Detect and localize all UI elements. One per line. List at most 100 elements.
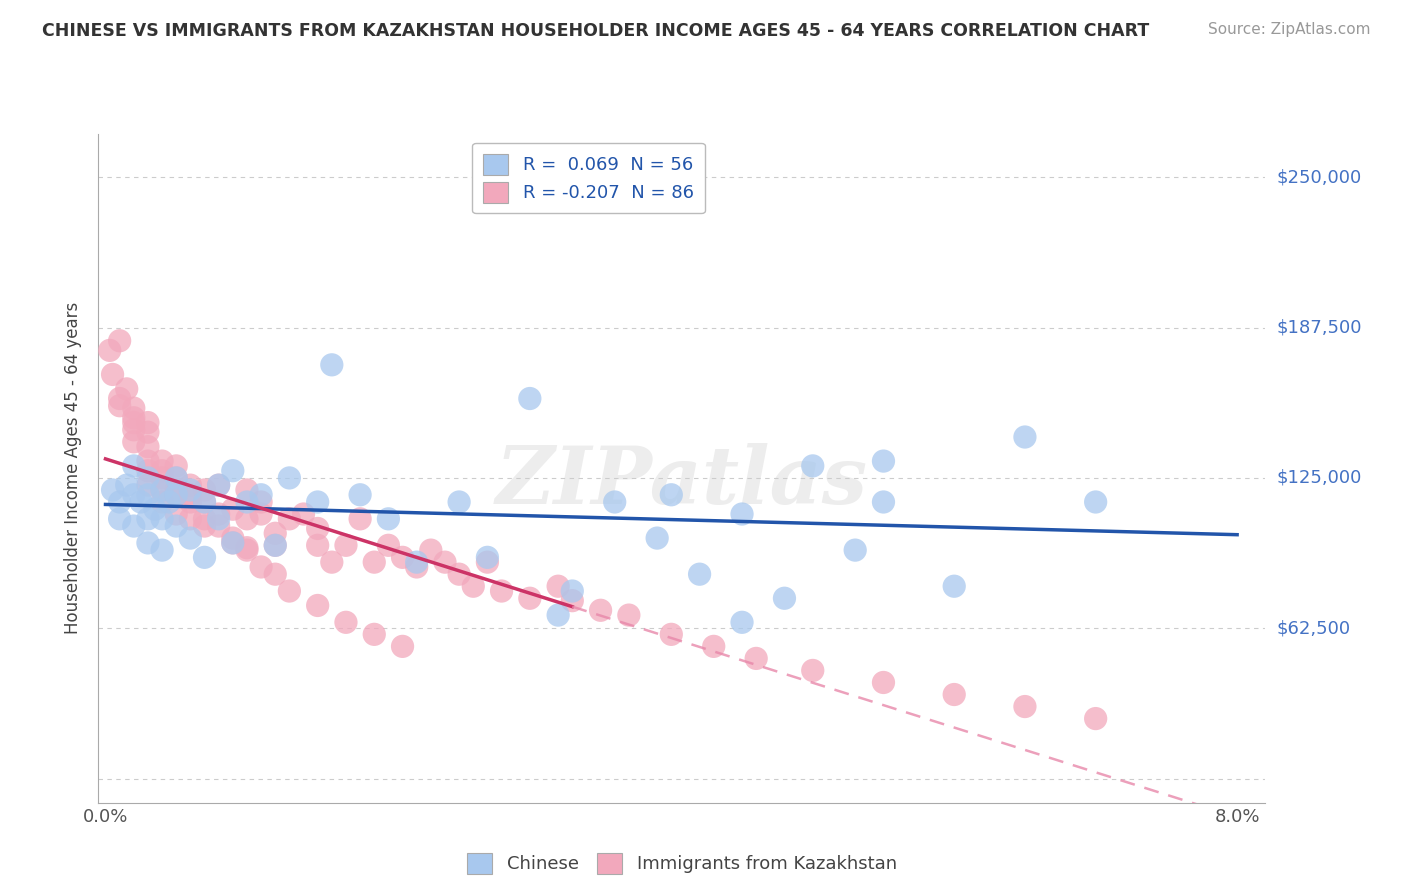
- Point: [731, 507, 754, 521]
- Point: [222, 464, 245, 478]
- Point: [405, 560, 427, 574]
- Point: [363, 555, 385, 569]
- Point: [122, 434, 145, 449]
- Point: [193, 495, 215, 509]
- Point: [264, 567, 287, 582]
- Point: [547, 608, 569, 623]
- Point: [98, 343, 121, 358]
- Point: [419, 543, 441, 558]
- Point: [236, 495, 259, 509]
- Point: [872, 454, 894, 468]
- Point: [136, 471, 159, 485]
- Point: [943, 688, 966, 702]
- Point: [449, 495, 471, 509]
- Text: $125,000: $125,000: [1277, 469, 1362, 487]
- Point: [150, 512, 173, 526]
- Point: [115, 478, 138, 492]
- Point: [307, 538, 329, 552]
- Point: [491, 584, 513, 599]
- Point: [179, 531, 201, 545]
- Point: [349, 512, 371, 526]
- Point: [122, 488, 145, 502]
- Text: $250,000: $250,000: [1277, 168, 1362, 186]
- Point: [222, 536, 245, 550]
- Point: [449, 567, 471, 582]
- Point: [335, 538, 357, 552]
- Point: [136, 416, 159, 430]
- Point: [689, 567, 711, 582]
- Text: Source: ZipAtlas.com: Source: ZipAtlas.com: [1208, 22, 1371, 37]
- Point: [222, 531, 245, 545]
- Point: [136, 425, 159, 440]
- Point: [1014, 430, 1036, 444]
- Point: [391, 550, 413, 565]
- Point: [703, 640, 725, 654]
- Point: [659, 488, 682, 502]
- Point: [165, 458, 187, 473]
- Point: [122, 410, 145, 425]
- Point: [150, 495, 173, 509]
- Point: [307, 521, 329, 535]
- Point: [193, 550, 215, 565]
- Point: [278, 584, 301, 599]
- Point: [603, 495, 626, 509]
- Point: [391, 640, 413, 654]
- Point: [115, 382, 138, 396]
- Point: [136, 536, 159, 550]
- Point: [108, 399, 131, 413]
- Point: [377, 512, 399, 526]
- Point: [477, 550, 499, 565]
- Point: [208, 478, 231, 492]
- Point: [943, 579, 966, 593]
- Point: [222, 502, 245, 516]
- Point: [143, 502, 166, 516]
- Point: [377, 538, 399, 552]
- Point: [264, 538, 287, 552]
- Point: [136, 440, 159, 454]
- Point: [193, 512, 215, 526]
- Point: [208, 512, 231, 526]
- Point: [519, 392, 541, 406]
- Point: [150, 464, 173, 478]
- Point: [617, 608, 640, 623]
- Point: [589, 603, 612, 617]
- Point: [264, 538, 287, 552]
- Point: [561, 584, 583, 599]
- Point: [150, 543, 173, 558]
- Point: [101, 483, 124, 497]
- Point: [250, 495, 273, 509]
- Point: [236, 483, 259, 497]
- Point: [165, 471, 187, 485]
- Point: [165, 507, 187, 521]
- Point: [547, 579, 569, 593]
- Point: [150, 483, 173, 497]
- Point: [122, 401, 145, 416]
- Point: [307, 599, 329, 613]
- Point: [222, 536, 245, 550]
- Point: [659, 627, 682, 641]
- Point: [193, 483, 215, 497]
- Point: [645, 531, 668, 545]
- Point: [433, 555, 456, 569]
- Point: [122, 519, 145, 533]
- Point: [179, 478, 201, 492]
- Point: [1084, 495, 1107, 509]
- Point: [150, 483, 173, 497]
- Point: [363, 627, 385, 641]
- Text: $62,500: $62,500: [1277, 619, 1351, 637]
- Point: [193, 495, 215, 509]
- Point: [250, 507, 273, 521]
- Point: [193, 519, 215, 533]
- Point: [801, 458, 824, 473]
- Point: [136, 454, 159, 468]
- Point: [136, 488, 159, 502]
- Point: [731, 615, 754, 630]
- Point: [844, 543, 866, 558]
- Point: [208, 478, 231, 492]
- Point: [773, 591, 796, 606]
- Point: [1014, 699, 1036, 714]
- Point: [122, 423, 145, 437]
- Point: [179, 483, 201, 497]
- Point: [264, 526, 287, 541]
- Legend: Chinese, Immigrants from Kazakhstan: Chinese, Immigrants from Kazakhstan: [460, 846, 904, 880]
